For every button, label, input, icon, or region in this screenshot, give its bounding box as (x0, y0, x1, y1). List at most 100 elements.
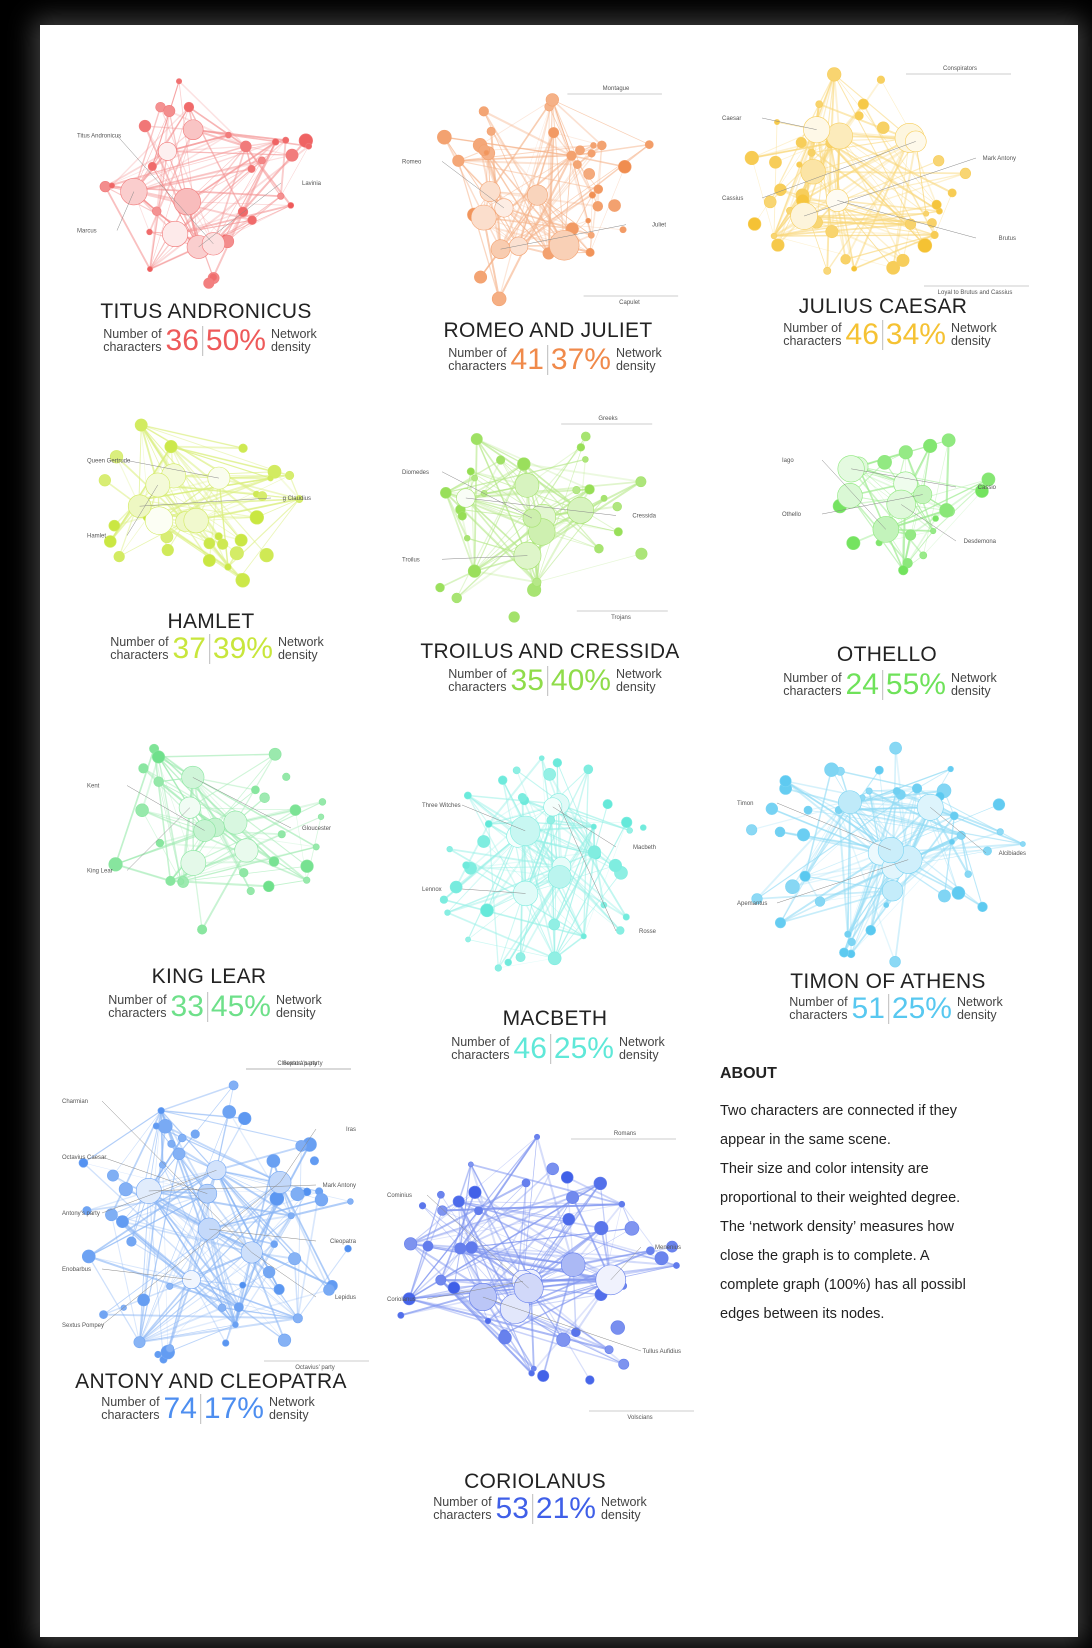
graph-edge (839, 135, 904, 261)
density-label-line: density (615, 680, 656, 694)
graph-edge (556, 762, 595, 853)
character-node (981, 472, 996, 487)
graph-edge (894, 859, 910, 962)
graph-edge (245, 145, 293, 156)
character-node (484, 1317, 492, 1325)
graph-edge (167, 145, 246, 152)
graph-edge (180, 846, 317, 883)
graph-edge (751, 790, 898, 831)
play-title: TIMON OF ATHENS (790, 970, 986, 993)
graph-edge (482, 217, 501, 300)
character-node (452, 154, 465, 167)
character-node (594, 1221, 609, 1236)
character-node (239, 1281, 247, 1289)
character-node (138, 763, 149, 774)
character-node (552, 758, 562, 768)
graph-edge (830, 142, 940, 212)
character-node (257, 491, 268, 502)
character-node (923, 438, 938, 453)
graph-edge (447, 911, 556, 960)
character-node (583, 764, 594, 775)
character-node (556, 1332, 571, 1347)
graph-edge (130, 1110, 162, 1242)
graph-edge (293, 1258, 299, 1319)
character-node (318, 798, 327, 806)
graph-edge (440, 1192, 476, 1281)
character-node (232, 1321, 239, 1328)
characters-label-line: Number of (451, 1035, 510, 1049)
graph-edge (498, 99, 553, 299)
character-name-label: Romeo (402, 159, 422, 165)
character-node (613, 527, 623, 537)
graph-edge (115, 863, 171, 882)
play-title: JULIUS CAESAR (798, 295, 968, 318)
play-stats: Number of characters 36 50% Network density (103, 325, 317, 357)
graph-edge (297, 1145, 302, 1319)
graph-edge (802, 199, 911, 225)
graph-edge (802, 137, 911, 202)
graph-edge (892, 137, 910, 268)
graph-edge (191, 1251, 252, 1281)
graph-edge (442, 1203, 622, 1212)
density-label-line: Network (950, 671, 997, 685)
graph-edge (170, 1142, 292, 1217)
character-node (838, 790, 862, 815)
graph-edge (172, 475, 220, 537)
character-node (666, 1240, 678, 1253)
graph-edge (773, 234, 935, 237)
character-node (166, 1282, 174, 1290)
graph-edge (773, 223, 911, 237)
character-node (259, 792, 270, 803)
graph-edge (139, 1198, 278, 1343)
character-node (919, 551, 928, 560)
character-node (588, 191, 596, 199)
group-label: Volscians (627, 1415, 652, 1421)
character-node (582, 456, 589, 463)
graph-edge (410, 1243, 615, 1282)
graph-edge (838, 809, 962, 836)
character-node (593, 1176, 607, 1191)
character-node (508, 611, 520, 623)
graph-edge (551, 99, 593, 236)
graph-edge (166, 1279, 193, 1353)
graph-edge (208, 1228, 333, 1287)
character-node (105, 1208, 118, 1222)
graph-edge (162, 1164, 236, 1325)
character-node (282, 136, 290, 144)
character-name-label: Caesar (722, 116, 741, 122)
character-node (779, 775, 792, 788)
character-count: 35 (510, 664, 544, 697)
graph-edge (174, 160, 263, 235)
character-name-label: Diomedes (402, 470, 429, 476)
character-node (512, 766, 521, 775)
characters-label-line: characters (103, 340, 162, 354)
graph-labels: Diomedes Cressida Troilus Greeks Trojans (402, 416, 668, 621)
character-node (996, 828, 1004, 836)
density-label-line: density (950, 684, 991, 698)
graph-edge (280, 146, 309, 197)
character-node (881, 880, 904, 902)
character-node (916, 793, 944, 821)
density-label-line: Network (268, 1395, 315, 1409)
character-node (402, 1292, 416, 1306)
character-node (594, 543, 604, 554)
graph-labels: Charmian Iras Octavius Caesar Mark Antony An… (62, 1061, 369, 1371)
character-node (959, 167, 972, 179)
character-node (1019, 841, 1026, 847)
graph-edge (444, 136, 572, 157)
graph-edge (771, 807, 881, 854)
graph-edge (934, 192, 953, 236)
character-node (865, 787, 873, 795)
graph-edge (408, 1136, 538, 1300)
character-node (917, 238, 933, 253)
character-node (435, 1274, 447, 1286)
graph-edge (88, 1193, 208, 1258)
character-node (624, 1221, 640, 1236)
character-node (982, 846, 992, 856)
graph-edge (186, 141, 276, 203)
graph-edge (522, 1182, 527, 1282)
character-node (317, 813, 325, 820)
network-graph-hamlet: Queen Gertrude g Claudius Hamlet (85, 405, 315, 595)
character-node (597, 140, 607, 151)
group-label: Montague (603, 86, 630, 92)
